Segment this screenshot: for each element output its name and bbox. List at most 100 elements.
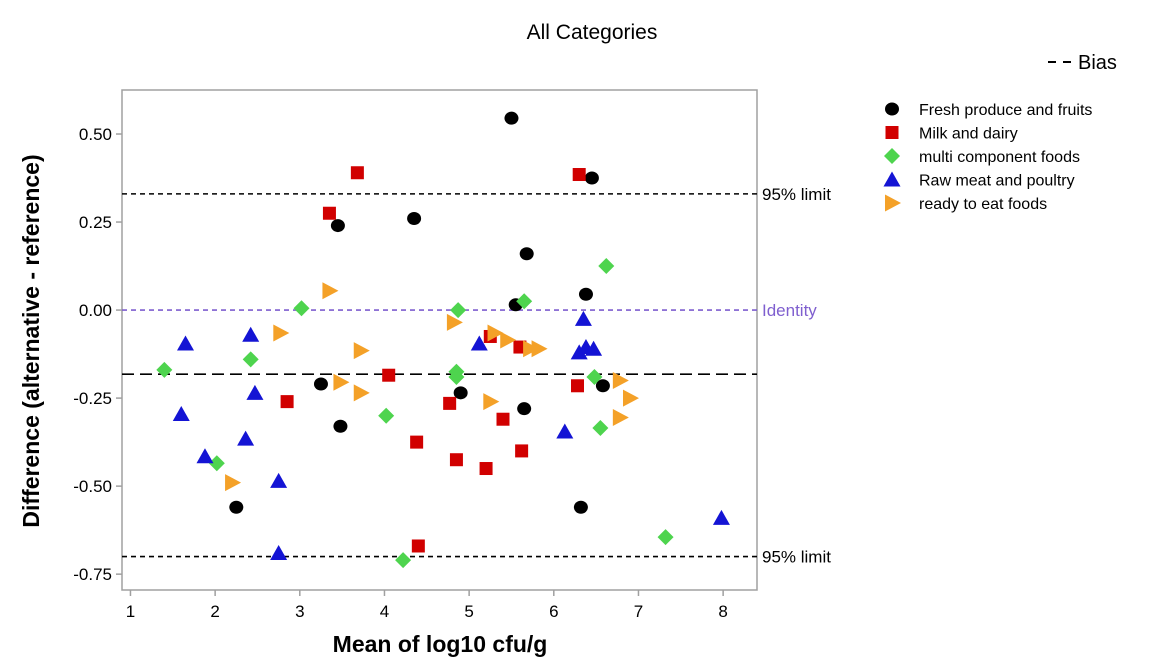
data-point-4-12	[612, 371, 629, 389]
bias-legend-label: Bias	[1078, 52, 1117, 74]
data-point-3-3	[237, 430, 255, 446]
data-point-3-8	[470, 335, 488, 351]
data-point-0-0	[229, 500, 244, 514]
legend-label-0: Fresh produce and fruits	[919, 102, 1092, 119]
plot-frame	[121, 89, 758, 591]
data-point-4-3	[333, 373, 350, 391]
x-tick-label-5: 6	[549, 602, 558, 621]
data-point-4-2	[322, 282, 339, 300]
legend-label-4: ready to eat foods	[919, 196, 1047, 213]
data-point-2-13	[657, 529, 674, 546]
x-tick-label-7: 8	[718, 602, 727, 621]
data-points	[156, 111, 730, 569]
data-point-3-13	[585, 340, 603, 356]
axes: 1 2 3 4 5 6 7 8 0.50 0.25 0.00 -0.25 -0.50 -0.75	[73, 125, 728, 621]
data-point-2-1	[208, 455, 225, 472]
y-tick-label-3: -0.25	[73, 389, 112, 408]
data-point-2-7	[448, 363, 465, 380]
data-point-3-11	[574, 310, 592, 326]
reference-line-label-1: Identity	[762, 301, 817, 320]
y-tick-label-0: 0.50	[79, 125, 112, 144]
series-legend: Fresh produce and fruits Milk and dairy mu…	[883, 102, 1092, 213]
y-tick-label-1: 0.25	[79, 213, 112, 232]
x-tick-label-2: 3	[295, 602, 304, 621]
data-point-1-12	[515, 444, 529, 458]
data-point-2-9	[516, 293, 533, 310]
data-point-4-4	[353, 384, 370, 402]
legend-label-3: Raw meat and poultry	[919, 173, 1075, 190]
data-point-0-9	[519, 247, 534, 261]
x-tick-label-1: 2	[210, 602, 219, 621]
x-tick-label-6: 7	[634, 602, 643, 621]
data-point-3-4	[242, 326, 260, 342]
data-point-4-1	[273, 324, 290, 342]
data-point-2-11	[592, 420, 609, 437]
data-point-3-0	[172, 405, 190, 421]
data-point-1-1	[322, 206, 336, 220]
reference-line-label-3: 95% limit	[762, 548, 831, 567]
data-point-0-1	[313, 377, 328, 391]
data-point-2-3	[293, 300, 310, 317]
data-point-4-10	[523, 340, 540, 358]
data-point-0-4	[407, 212, 422, 226]
data-point-4-13	[612, 408, 629, 426]
legend-marker-1	[885, 126, 899, 139]
data-point-4-0	[225, 474, 242, 492]
data-point-0-10	[573, 500, 588, 514]
x-axis-title: Mean of log10 cfu/g	[333, 631, 548, 657]
data-point-1-6	[443, 396, 457, 410]
data-point-0-3	[333, 419, 348, 433]
data-point-3-6	[270, 472, 288, 488]
data-point-4-6	[446, 313, 463, 331]
data-point-2-5	[395, 552, 412, 569]
legend-marker-3	[883, 171, 901, 187]
data-point-1-0	[280, 395, 294, 409]
legend-marker-0	[885, 102, 899, 116]
data-point-0-13	[595, 379, 610, 393]
y-tick-label-4: -0.50	[73, 477, 112, 496]
data-point-2-4	[378, 407, 395, 424]
data-point-3-14	[712, 509, 730, 525]
data-point-4-14	[623, 389, 639, 407]
x-tick-label-3: 4	[380, 602, 389, 621]
data-point-3-1	[177, 335, 194, 351]
data-point-1-5	[411, 539, 425, 553]
data-point-2-10	[586, 368, 603, 385]
bias-legend: Bias	[1048, 52, 1117, 74]
data-point-3-2	[196, 448, 214, 464]
reference-line-label-0: 95% limit	[762, 185, 831, 204]
data-point-2-12	[598, 258, 615, 275]
plot-area: 95% limit Identity 95% limit	[121, 89, 831, 591]
data-point-1-3	[382, 368, 396, 382]
data-point-2-2	[242, 351, 259, 368]
data-point-4-8	[487, 324, 504, 342]
data-point-0-12	[584, 171, 599, 185]
data-point-1-8	[479, 462, 493, 476]
data-point-0-2	[330, 219, 345, 233]
data-point-3-5	[246, 384, 264, 400]
y-tick-label-5: -0.75	[73, 565, 112, 584]
data-point-4-5	[353, 342, 370, 360]
data-point-0-6	[504, 111, 519, 125]
data-point-1-13	[571, 379, 585, 393]
data-point-3-7	[270, 545, 288, 561]
legend-marker-2	[884, 148, 900, 164]
data-point-3-9	[556, 423, 574, 439]
data-point-0-5	[453, 386, 468, 400]
data-point-2-8	[450, 302, 467, 319]
data-point-2-0	[156, 361, 173, 378]
data-point-4-7	[483, 393, 500, 411]
legend-label-1: Milk and dairy	[919, 126, 1018, 143]
y-axis-title: Difference (alternative - reference)	[18, 154, 44, 527]
legend-marker-4	[885, 194, 901, 212]
data-point-4-9	[500, 331, 517, 349]
chart-title: All Categories	[527, 21, 658, 44]
data-point-1-14	[572, 168, 586, 182]
data-point-4-11	[531, 340, 548, 358]
x-tick-label-0: 1	[126, 602, 135, 621]
legend-label-2: multi component foods	[919, 149, 1080, 166]
data-point-0-11	[578, 287, 593, 301]
data-point-1-4	[410, 435, 424, 449]
x-tick-label-4: 5	[464, 602, 473, 621]
